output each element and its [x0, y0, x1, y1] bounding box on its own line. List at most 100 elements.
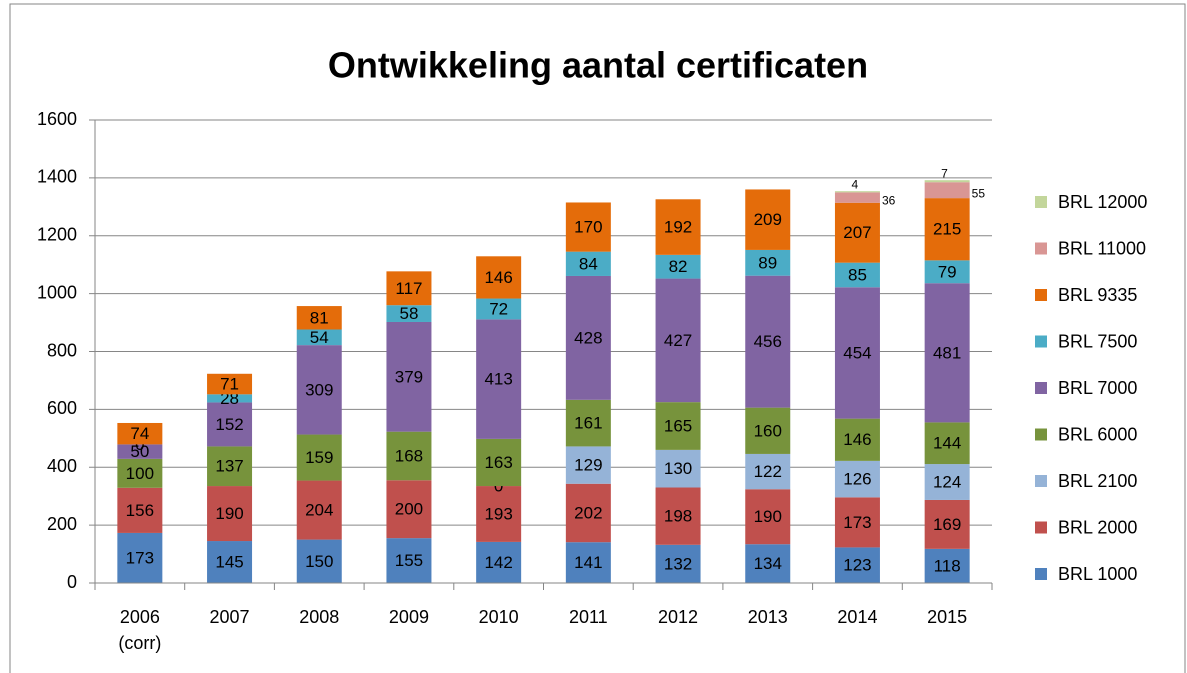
legend-label: BRL 12000 [1058, 192, 1147, 212]
data-label: 202 [574, 503, 602, 522]
bar-segment [207, 446, 253, 487]
bar-segment [834, 287, 880, 419]
bar-segment [207, 486, 253, 542]
data-label: 204 [305, 501, 333, 520]
bar-segment [655, 449, 701, 488]
data-label: 456 [754, 332, 782, 351]
data-label: 155 [395, 551, 423, 570]
data-label: 100 [126, 464, 154, 483]
data-label: 84 [579, 254, 598, 273]
data-label: 7 [941, 166, 948, 180]
y-tick-label: 1400 [37, 167, 77, 187]
data-label: 190 [754, 507, 782, 526]
data-label: 209 [754, 210, 782, 229]
bar-segment [924, 180, 970, 183]
bar-segment [117, 532, 163, 583]
bar-segment [745, 189, 791, 250]
data-label: 130 [664, 459, 692, 478]
legend-swatch [1035, 521, 1047, 534]
y-tick-label: 1600 [37, 109, 77, 129]
bar-segment [924, 548, 970, 583]
data-label: 141 [574, 553, 602, 572]
data-label: 200 [395, 500, 423, 519]
bar-segment [924, 260, 970, 284]
data-label: 160 [754, 421, 782, 440]
legend-label: BRL 1000 [1058, 564, 1137, 584]
y-tick-label: 1000 [37, 282, 77, 302]
bar-segment [386, 305, 432, 322]
data-label: 145 [215, 553, 243, 572]
bar-segment [117, 422, 163, 445]
data-label: 123 [843, 556, 871, 575]
legend-swatch [1035, 568, 1047, 580]
bar-segment [207, 402, 253, 447]
bar-segment [834, 418, 880, 461]
bar-segment [745, 544, 791, 583]
legend-label: BRL 7000 [1058, 378, 1137, 398]
data-label: 81 [310, 308, 329, 327]
bar-segment [565, 483, 611, 543]
data-label: 72 [489, 299, 508, 318]
data-label: 150 [305, 552, 333, 571]
legend-swatch [1035, 428, 1047, 441]
data-label: 4 [851, 177, 858, 191]
data-label: 190 [215, 504, 243, 523]
bar-segment [476, 438, 522, 487]
data-label: 309 [305, 380, 333, 399]
bar-segment [117, 458, 163, 488]
data-label: 207 [843, 223, 871, 242]
bar-segment [655, 199, 701, 255]
bar-segment [834, 191, 880, 193]
x-tick-label-line: 2006 [120, 607, 160, 627]
bar-segment [565, 542, 611, 583]
bar-segment [834, 192, 880, 203]
y-tick-label: 800 [47, 340, 77, 360]
bar-segment [834, 262, 880, 288]
bar-segment [386, 431, 432, 481]
data-label: 124 [933, 472, 961, 491]
data-label: 144 [933, 434, 961, 453]
data-label: 146 [484, 268, 512, 287]
legend-swatch [1035, 196, 1047, 208]
data-label: 58 [399, 304, 418, 323]
data-label: 118 [934, 556, 961, 575]
bar-segment [834, 547, 880, 583]
data-label: 173 [126, 548, 154, 567]
bar-segment [476, 298, 522, 320]
bar-segment [655, 487, 701, 545]
legend-label: BRL 11000 [1058, 238, 1146, 258]
y-tick-label: 1200 [37, 225, 77, 245]
bar-segment [296, 480, 342, 540]
data-label: 169 [933, 515, 961, 534]
bar-segment [924, 464, 970, 500]
bar-segment [745, 249, 791, 276]
legend-swatch [1035, 242, 1047, 255]
bar-segment [207, 394, 253, 403]
bar-segment [924, 198, 970, 261]
legend-label: BRL 2000 [1058, 517, 1137, 537]
data-label: 71 [220, 375, 239, 394]
bar-segment [655, 544, 701, 583]
legend-label: BRL 9335 [1058, 285, 1137, 305]
bar-segment [745, 407, 791, 454]
bar-segment [924, 499, 970, 549]
bar-segment [386, 480, 432, 539]
bar-segment [386, 271, 432, 306]
data-label: 427 [664, 331, 692, 350]
bar-segment [745, 489, 791, 545]
data-label: 74 [130, 424, 149, 443]
bar-segment [296, 539, 342, 583]
data-label: 173 [843, 513, 871, 532]
bar-segment [476, 319, 522, 439]
bar-segment [296, 345, 342, 435]
data-label: 215 [933, 220, 961, 239]
legend-swatch [1035, 382, 1047, 394]
data-label: 79 [938, 262, 957, 281]
data-label: 193 [484, 504, 512, 523]
data-label: 137 [215, 457, 243, 476]
data-label: 163 [484, 453, 512, 472]
x-tick-label: 2006 (corr) [118, 607, 161, 653]
data-label: 89 [758, 253, 777, 272]
data-label: 161 [574, 414, 602, 433]
